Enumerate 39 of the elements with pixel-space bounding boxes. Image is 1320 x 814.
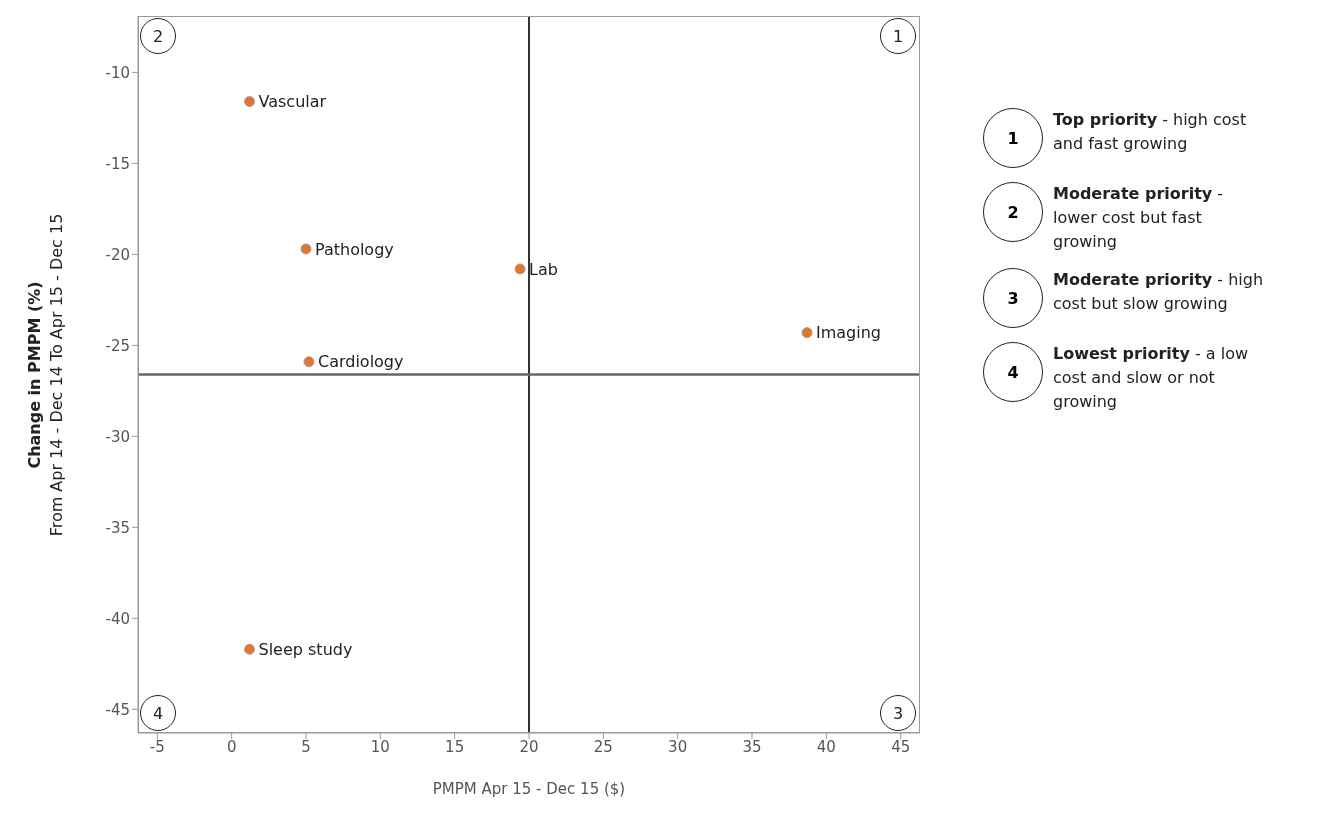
annotation: Vascular xyxy=(258,92,327,112)
y-tick-label: -25 xyxy=(105,336,130,355)
annotation: 1 xyxy=(880,18,916,54)
annotation: 2 xyxy=(140,18,176,54)
annotation: Pathology xyxy=(315,239,394,259)
annotation: Sleep study xyxy=(258,639,353,659)
annotation: 3 xyxy=(880,695,916,731)
x-tick-label: 40 xyxy=(816,737,836,756)
x-tick-label: 5 xyxy=(301,737,311,756)
x-tick-label: 25 xyxy=(593,737,613,756)
y-tick-label: -40 xyxy=(105,609,130,628)
x-tick-label: 15 xyxy=(445,737,465,756)
text: 2 xyxy=(1007,202,1019,222)
annotation: Cardiology xyxy=(317,352,404,372)
annotation: Imaging xyxy=(816,323,882,343)
y-tick-label: -45 xyxy=(105,700,130,719)
annotation: Lab xyxy=(529,259,558,279)
x-tick-label: -5 xyxy=(149,737,165,756)
text: 1 xyxy=(1007,128,1019,148)
x-tick-label: 20 xyxy=(519,737,539,756)
text: Moderate priority - high cost but slow growing xyxy=(1053,269,1265,315)
text: Lowest priority - a low cost and slow or not growing xyxy=(1053,343,1249,413)
text: 4 xyxy=(1007,362,1019,382)
text: 3 xyxy=(1007,288,1019,308)
y-tick-label: -35 xyxy=(105,518,130,537)
y-tick-label: -15 xyxy=(105,154,130,173)
x-tick-label: 10 xyxy=(370,737,390,756)
text: Moderate priority - lower cost but fast growing xyxy=(1053,183,1225,253)
x-tick-label: 30 xyxy=(668,737,688,756)
x-tick-label: 35 xyxy=(742,737,762,756)
y-tick-label: -20 xyxy=(105,245,130,264)
x-tick-label: 45 xyxy=(891,737,911,756)
y-tick-label: -30 xyxy=(105,427,130,446)
x-tick-label: 0 xyxy=(226,737,237,756)
annotation: 4 xyxy=(140,695,176,731)
y-axis-title: Change in PMPM (%) From Apr 14 - Dec 14 To Apr 15 - Dec 15 xyxy=(24,213,67,536)
x-axis-title: PMPM Apr 15 - Dec 15 ($) xyxy=(432,780,626,798)
text: Top priority - high cost and fast growing xyxy=(1053,109,1248,155)
y-tick-label: -10 xyxy=(105,63,130,82)
